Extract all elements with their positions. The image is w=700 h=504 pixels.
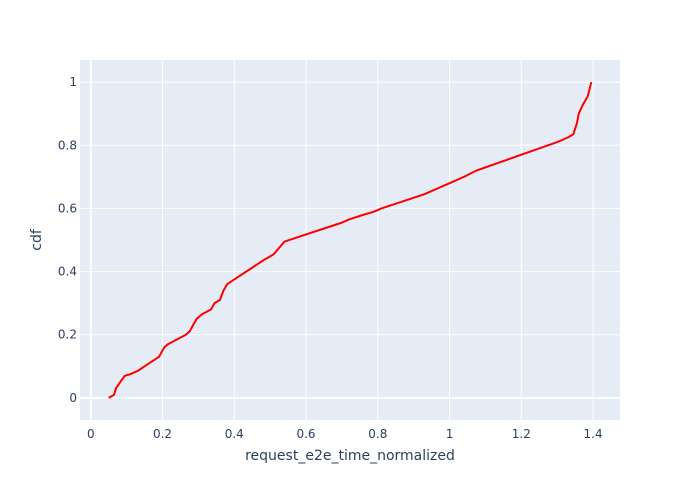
y-tick-label: 0.6: [58, 201, 77, 215]
y-tick-label: 1: [69, 75, 77, 89]
grid-lines: [80, 60, 620, 420]
y-tick-label: 0.8: [58, 138, 77, 152]
y-tick-label: 0.2: [58, 328, 77, 342]
y-tick-labels: 0 0.2 0.4 0.6 0.8 1: [58, 75, 77, 405]
x-tick-labels: 0 0.2 0.4 0.6 0.8 1 1.2 1.4: [87, 427, 603, 441]
cdf-series-line: [108, 81, 593, 399]
x-tick-label: 0.2: [153, 427, 172, 441]
x-tick-label: 1.2: [512, 427, 531, 441]
x-tick-label: 1.4: [584, 427, 603, 441]
x-tick-label: 0.4: [225, 427, 244, 441]
y-axis-title: cdf: [29, 228, 45, 251]
x-tick-label: 0.8: [368, 427, 387, 441]
x-axis-title: request_e2e_time_normalized: [245, 448, 455, 464]
x-tick-label: 1: [446, 427, 454, 441]
series-layer: [108, 81, 593, 399]
x-tick-label: 0: [87, 427, 95, 441]
y-tick-label: 0.4: [58, 265, 77, 279]
y-tick-label: 0: [69, 391, 77, 405]
x-tick-label: 0.6: [296, 427, 315, 441]
plot-background: [80, 60, 620, 420]
